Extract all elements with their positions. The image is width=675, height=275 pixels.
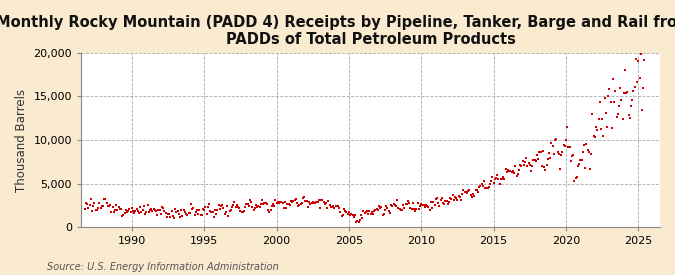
Text: Source: U.S. Energy Information Administration: Source: U.S. Energy Information Administ… — [47, 262, 279, 272]
Y-axis label: Thousand Barrels: Thousand Barrels — [15, 89, 28, 192]
Title: Monthly Rocky Mountain (PADD 4) Receipts by Pipeline, Tanker, Barge and Rail fro: Monthly Rocky Mountain (PADD 4) Receipts… — [0, 15, 675, 47]
